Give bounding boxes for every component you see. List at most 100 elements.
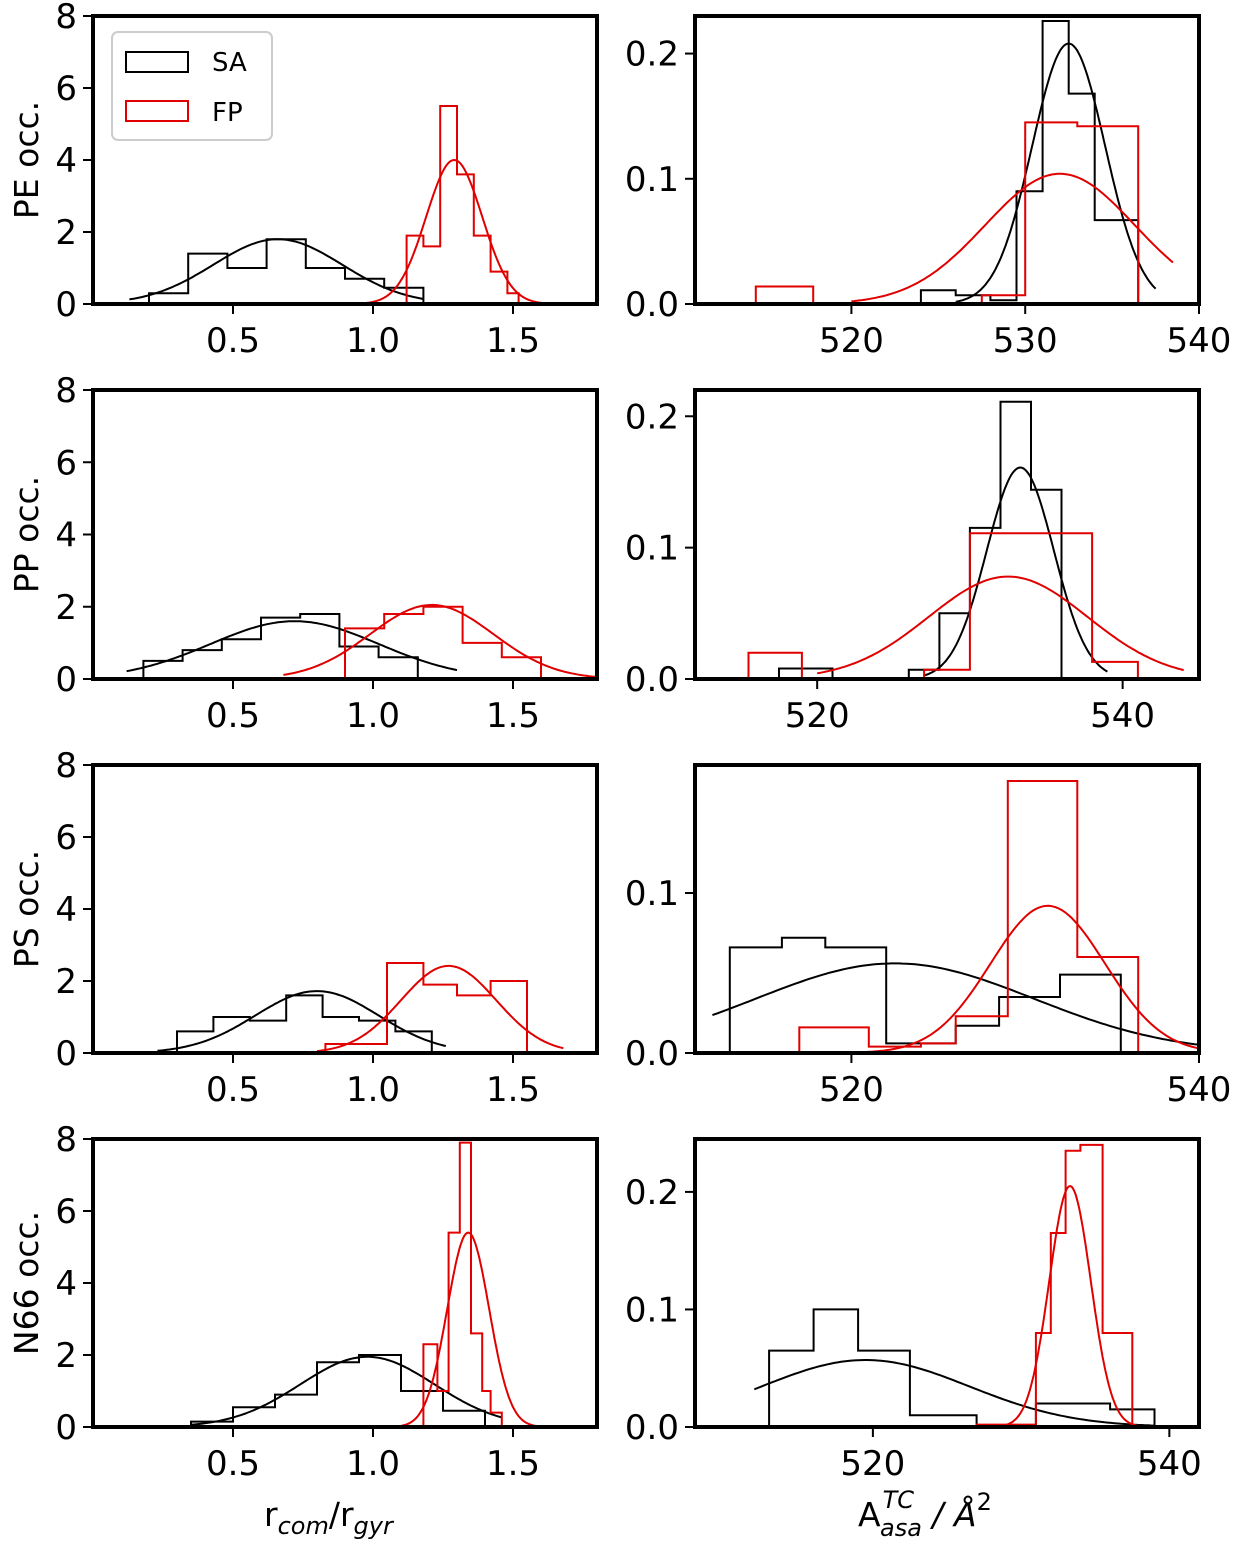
- x-tick-label: 520: [840, 1444, 905, 1484]
- gaussian-fit-sa: [126, 620, 458, 673]
- y-tick-label: 4: [55, 516, 77, 556]
- x-tick-label: 1.0: [346, 1444, 400, 1484]
- histogram-fp: [798, 780, 1140, 1053]
- x-tick-label: 540: [1167, 1070, 1232, 1110]
- y-tick-label: 6: [55, 818, 77, 858]
- y-tick-label: 2: [55, 1336, 77, 1376]
- y-tick-label: 8: [55, 0, 77, 37]
- axes-frame: [693, 388, 1201, 681]
- x-tick-label: 530: [993, 321, 1058, 361]
- gaussian-fit-sa: [753, 1359, 1155, 1427]
- axes-frame: [693, 763, 1201, 1055]
- gaussian-fit-fp: [364, 158, 544, 305]
- x-tick-label: 1.0: [346, 696, 400, 736]
- legend: SA FP: [111, 31, 273, 141]
- gaussian-fit-sa: [923, 466, 1108, 677]
- y-tick-label: 0.0: [625, 660, 679, 700]
- y-tick-label: 0: [55, 660, 77, 700]
- x-tick-label: 1.5: [486, 696, 540, 736]
- panel-ps-asa: 520 540 0.0 0.1: [625, 763, 1232, 1110]
- legend-frame: [111, 31, 273, 141]
- panels-layer: 0.5 1.0 1.5 0 2 4 6 8 PE occ. 520 530 540 0.0 0.1 0.2 0…: [7, 0, 1231, 1484]
- y-axis-label: PP occ.: [7, 476, 46, 593]
- y-tick-label: 8: [55, 371, 77, 411]
- histogram-fp: [405, 105, 520, 304]
- y-tick-label: 6: [55, 1192, 77, 1232]
- y-tick-label: 0.0: [625, 1034, 679, 1074]
- y-tick-label: 0: [55, 285, 77, 325]
- panel-pe-asa: 520 530 540 0.0 0.1 0.2: [625, 14, 1232, 361]
- y-axis-label: PE occ.: [7, 101, 46, 219]
- gaussian-fit-fp: [816, 904, 1200, 1054]
- x-tick-label: 0.5: [206, 1070, 260, 1110]
- x-tick-label: 540: [1090, 696, 1155, 736]
- y-tick-label: 4: [55, 141, 77, 181]
- y-axis-label: PS occ.: [7, 850, 46, 968]
- x-tick-label: 0.5: [206, 696, 260, 736]
- histogram-sa: [768, 1308, 1156, 1428]
- axes-frame: [91, 763, 599, 1055]
- x-tick-label: 0.5: [206, 1444, 260, 1484]
- x-tick-label: 1.0: [346, 1070, 400, 1110]
- y-tick-label: 0.2: [625, 1173, 679, 1213]
- panel-ps-rcom: 0.5 1.0 1.5 0 2 4 6 8 PS occ.: [7, 746, 599, 1110]
- y-tick-label: 0.0: [625, 1408, 679, 1448]
- x-axis-label-left: rcom/rgyr: [264, 1495, 395, 1540]
- y-tick-label: 0.2: [625, 35, 679, 75]
- y-tick-label: 2: [55, 962, 77, 1002]
- gaussian-fit-sa: [190, 1355, 503, 1426]
- y-tick-label: 0: [55, 1034, 77, 1074]
- x-tick-label: 1.5: [486, 1070, 540, 1110]
- gaussian-fit-fp: [283, 603, 598, 678]
- y-tick-label: 0.1: [625, 529, 679, 569]
- gaussian-fit-sa: [955, 42, 1157, 303]
- panel-pp-asa: 520 540 0.0 0.1 0.2: [625, 388, 1201, 736]
- panel-pp-rcom: 0.5 1.0 1.5 0 2 4 6 8 PP occ.: [7, 371, 599, 736]
- x-tick-label: 520: [785, 696, 850, 736]
- x-tick-label: 1.5: [486, 1444, 540, 1484]
- y-tick-label: 6: [55, 69, 77, 109]
- y-tick-label: 4: [55, 890, 77, 930]
- x-tick-label: 0.5: [206, 321, 260, 361]
- legend-label-sa: SA: [212, 48, 247, 78]
- x-tick-label: 540: [1137, 1444, 1202, 1484]
- histogram-sa: [728, 936, 1122, 1053]
- histogram-sa: [142, 613, 419, 679]
- axes-frame: [91, 1137, 599, 1429]
- legend-label-fp: FP: [212, 98, 243, 128]
- y-tick-label: 0.2: [625, 397, 679, 437]
- legend-swatch-sa: [125, 51, 189, 73]
- y-tick-label: 0.0: [625, 285, 679, 325]
- x-tick-label: 520: [819, 1070, 884, 1110]
- x-tick-label: 1.0: [346, 321, 400, 361]
- histogram-fp: [422, 1141, 503, 1427]
- axes-frame: [693, 1137, 1201, 1429]
- y-tick-label: 0.1: [625, 874, 679, 914]
- y-tick-label: 2: [55, 588, 77, 628]
- gaussian-fit-sa: [129, 238, 424, 301]
- y-tick-label: 0.1: [625, 1290, 679, 1330]
- x-axis-label-right: ATC asa / Å2: [858, 1486, 992, 1542]
- y-tick-label: 0: [55, 1408, 77, 1448]
- x-tick-label: 520: [819, 321, 884, 361]
- panel-n66-asa: 520 540 0.0 0.1 0.2: [625, 1137, 1202, 1484]
- panel-pe-rcom: 0.5 1.0 1.5 0 2 4 6 8 PE occ.: [7, 0, 599, 361]
- histogram-fp: [747, 532, 1139, 680]
- histogram-sa: [778, 400, 1063, 680]
- y-tick-label: 2: [55, 213, 77, 253]
- y-tick-label: 8: [55, 1120, 77, 1160]
- gaussian-fit-sa: [712, 962, 1200, 1046]
- y-tick-label: 8: [55, 746, 77, 786]
- histogram-fp: [754, 121, 1140, 305]
- gaussian-fit-sa: [157, 990, 447, 1052]
- x-tick-label: 540: [1167, 321, 1232, 361]
- histogram-sa: [919, 20, 1140, 304]
- histogram-fp: [324, 962, 528, 1053]
- y-axis-label: N66 occ.: [7, 1211, 46, 1355]
- gaussian-fit-fp: [998, 1185, 1148, 1428]
- axes-frame: [693, 14, 1201, 306]
- gaussian-fit-fp: [400, 1231, 542, 1428]
- histogram-sa: [148, 238, 425, 304]
- gaussian-fit-fp: [316, 964, 564, 1053]
